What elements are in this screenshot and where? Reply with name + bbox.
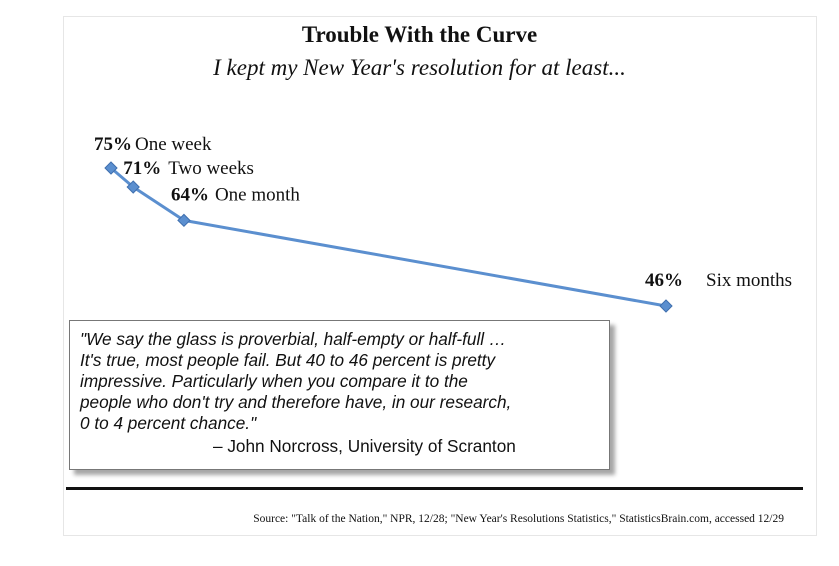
quote-attribution: – John Norcross, University of Scranton [213,436,516,456]
series-line-layer [110,166,667,308]
data-category-label: Two weeks [168,158,254,179]
data-value-label: 64% [171,184,209,205]
data-point [659,299,673,313]
data-point [177,213,191,228]
chart-title: Trouble With the Curve [301,22,538,47]
chart-subtitle: I kept my New Year's resolution for at l… [213,55,626,80]
data-points-layer [104,161,673,313]
quote-line: impressive. Particularly when you compar… [80,371,468,391]
data-category-label: Six months [706,270,792,291]
data-point [104,161,118,175]
series-line [110,166,667,308]
quote-line: people who don't try and therefore have,… [80,392,512,412]
data-value-label: 75% [94,134,132,155]
data-value-label: 71% [123,158,161,179]
data-value-label: 46% [645,270,683,291]
data-category-label: One week [135,134,212,155]
data-point [126,180,140,194]
quote-line: It's true, most people fail. But 40 to 4… [80,350,496,370]
quote-box: "We say the glass is proverbial, half-em… [69,320,610,470]
source-note: Source: "Talk of the Nation," NPR, 12/28… [253,513,784,525]
quote-line: 0 to 4 percent chance." [80,413,257,433]
divider-rule [66,487,803,490]
quote-line: "We say the glass is proverbial, half-em… [80,329,507,349]
data-labels-layer: 75% One week 71% Two weeks 64% One month 46% Si… [94,134,792,291]
data-category-label: One month [215,184,300,205]
